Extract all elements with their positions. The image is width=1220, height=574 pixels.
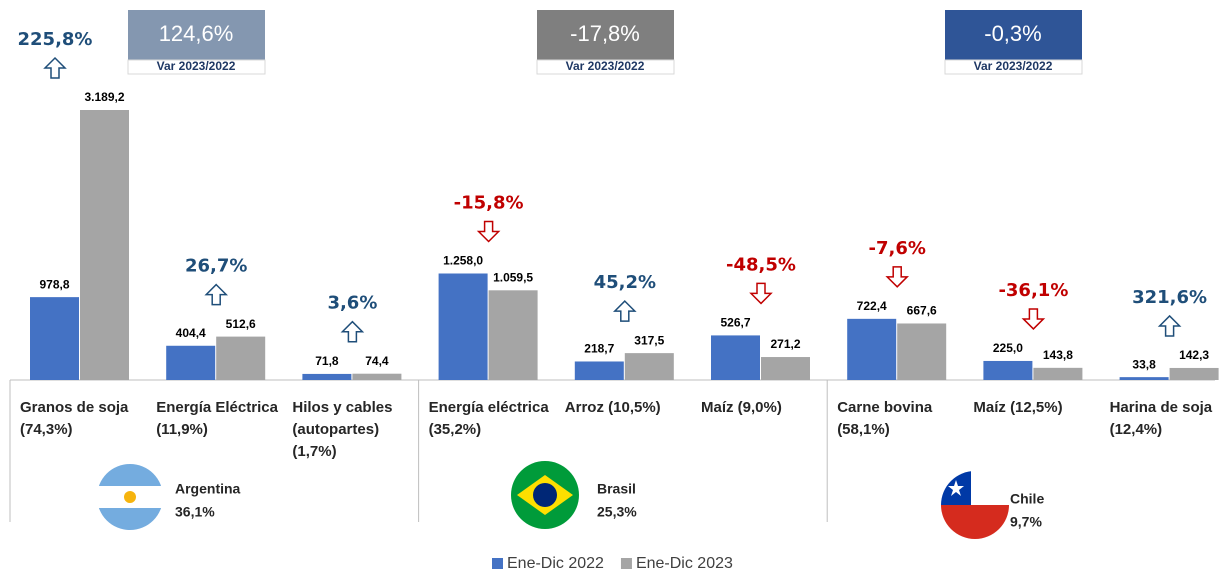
group-share: 36,1% bbox=[175, 504, 215, 520]
change-label: -15,8% bbox=[454, 192, 524, 213]
value-label: 667,6 bbox=[907, 304, 937, 318]
value-label: 71,8 bbox=[315, 354, 339, 368]
bar bbox=[711, 335, 760, 380]
value-label: 722,4 bbox=[857, 299, 887, 313]
value-label: 271,2 bbox=[770, 337, 800, 351]
group-name: Brasil bbox=[597, 481, 636, 497]
value-label: 526,7 bbox=[720, 316, 750, 330]
group-name: Argentina bbox=[175, 481, 241, 497]
bar bbox=[574, 361, 624, 380]
change-arrow bbox=[1157, 314, 1182, 337]
bar bbox=[488, 290, 538, 380]
change-box-value: -0,3% bbox=[984, 21, 1041, 46]
bar bbox=[761, 357, 810, 380]
change-arrow bbox=[340, 320, 365, 343]
change-arrow bbox=[612, 300, 637, 322]
bar bbox=[166, 345, 216, 380]
category-label: Harina de soja (12,4%) bbox=[1109, 399, 1213, 438]
value-label: 225,0 bbox=[993, 341, 1023, 355]
flag-brasil bbox=[511, 461, 579, 529]
category-label: Carne bovina (58,1%) bbox=[837, 399, 933, 438]
change-label: 225,8% bbox=[18, 29, 93, 50]
category-label: Arroz (10,5%) bbox=[564, 399, 661, 416]
change-arrow bbox=[476, 220, 501, 243]
bar bbox=[352, 373, 402, 380]
change-box-period: Var 2023/2022 bbox=[566, 59, 645, 73]
bar bbox=[302, 373, 352, 380]
bar bbox=[216, 336, 266, 380]
change-box-strip bbox=[127, 59, 266, 75]
value-label: 1.258,0 bbox=[443, 254, 483, 268]
category-label: Energía Eléctrica (11,9%) bbox=[156, 399, 278, 438]
change-box-strip bbox=[536, 59, 675, 75]
change-arrow bbox=[1021, 308, 1046, 331]
value-label: 142,3 bbox=[1179, 348, 1209, 362]
value-label: 74,4 bbox=[365, 354, 389, 368]
legend-label: Ene-Dic 2023 bbox=[636, 555, 733, 572]
flag-argentina bbox=[97, 464, 163, 530]
bar bbox=[897, 323, 947, 380]
change-box bbox=[537, 10, 674, 60]
category-label: Energía eléctrica (35,2%) bbox=[428, 399, 549, 438]
category-label: Hilos y cables (autopartes) (1,7%) bbox=[292, 399, 393, 460]
change-label: -7,6% bbox=[868, 238, 925, 259]
bar bbox=[983, 360, 1033, 380]
change-box-strip bbox=[944, 59, 1083, 75]
bar bbox=[1169, 367, 1219, 380]
bar bbox=[1119, 377, 1169, 380]
category-label: Granos de soja (74,3%) bbox=[20, 399, 129, 438]
legend-label: Ene-Dic 2022 bbox=[507, 555, 604, 572]
group-name: Chile bbox=[1010, 491, 1044, 507]
change-label: -36,1% bbox=[998, 280, 1068, 301]
change-box-period: Var 2023/2022 bbox=[157, 59, 236, 73]
change-box bbox=[128, 10, 265, 60]
value-label: 978,8 bbox=[39, 277, 69, 291]
change-arrow bbox=[204, 283, 229, 306]
category-label: Maíz (9,0%) bbox=[701, 399, 782, 416]
change-arrow bbox=[885, 266, 910, 288]
value-label: 512,6 bbox=[226, 317, 256, 331]
value-label: 143,8 bbox=[1043, 348, 1073, 362]
change-label: 3,6% bbox=[327, 293, 377, 314]
change-label: 321,6% bbox=[1132, 287, 1207, 308]
value-label: 3.189,2 bbox=[84, 90, 124, 104]
change-arrow bbox=[43, 56, 67, 79]
change-label: 45,2% bbox=[594, 272, 656, 293]
group-share: 9,7% bbox=[1010, 514, 1042, 530]
bar bbox=[30, 297, 79, 380]
change-box-value: -17,8% bbox=[570, 21, 640, 46]
legend-swatch bbox=[492, 558, 503, 569]
flag-chile bbox=[941, 471, 1009, 539]
bar bbox=[1033, 367, 1083, 380]
bar bbox=[80, 110, 129, 380]
legend-swatch bbox=[620, 558, 632, 569]
value-label: 33,8 bbox=[1132, 357, 1156, 371]
value-label: 404,4 bbox=[176, 326, 206, 340]
bar bbox=[438, 273, 488, 380]
bar bbox=[624, 353, 674, 380]
change-box-value: 124,6% bbox=[159, 21, 234, 46]
value-label: 317,5 bbox=[634, 333, 664, 347]
change-label: -48,5% bbox=[726, 254, 796, 275]
value-label: 1.059,5 bbox=[493, 270, 533, 284]
change-arrow bbox=[749, 282, 773, 305]
bar bbox=[847, 318, 897, 380]
change-box-period: Var 2023/2022 bbox=[974, 59, 1053, 73]
change-box bbox=[945, 10, 1082, 60]
group-share: 25,3% bbox=[597, 504, 637, 520]
change-label: 26,7% bbox=[185, 256, 247, 277]
category-label: Maíz (12,5%) bbox=[973, 399, 1063, 416]
value-label: 218,7 bbox=[584, 342, 614, 356]
